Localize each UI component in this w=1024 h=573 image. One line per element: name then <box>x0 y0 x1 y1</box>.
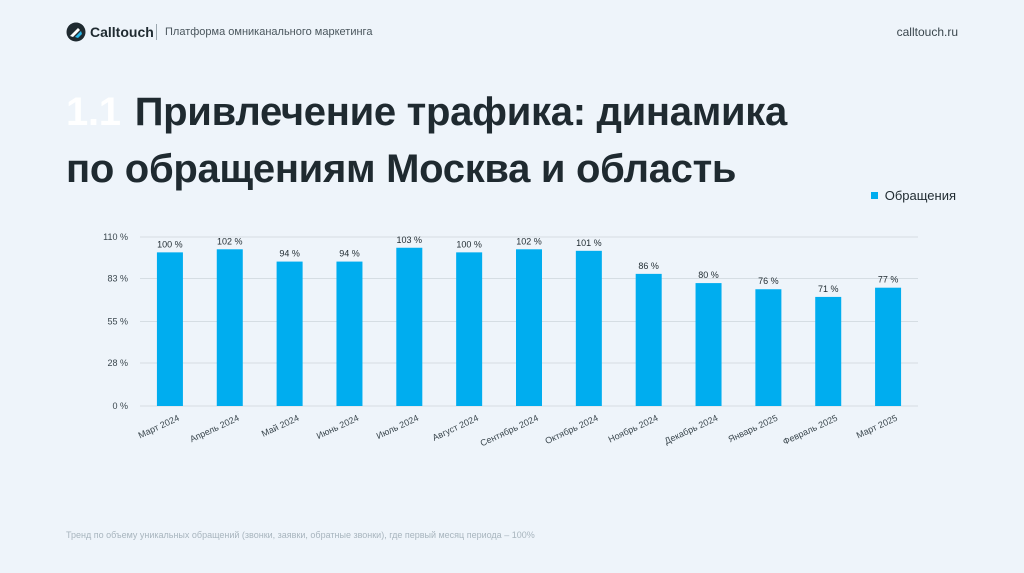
x-tick-label: Июль 2024 <box>375 413 420 441</box>
x-tick-label: Март 2025 <box>855 413 899 441</box>
y-tick-label: 110 % <box>103 232 128 242</box>
header-divider <box>156 24 157 40</box>
y-tick-label: 28 % <box>107 358 128 368</box>
data-label: 94 % <box>279 249 300 259</box>
data-label: 71 % <box>818 284 839 294</box>
bar <box>276 261 303 406</box>
data-label: 86 % <box>638 261 659 271</box>
data-label: 100 % <box>456 239 482 249</box>
slide-title: 1.1 Привлечение трафика: динамика по обра… <box>66 84 946 198</box>
bar <box>456 252 483 406</box>
data-label: 100 % <box>157 239 183 249</box>
y-tick-label: 0 % <box>112 401 128 411</box>
x-tick-label: Октябрь 2024 <box>543 413 599 446</box>
x-tick-label: Июнь 2024 <box>315 413 360 441</box>
x-tick-label: Январь 2025 <box>727 413 780 445</box>
x-tick-label: Август 2024 <box>431 413 480 443</box>
calltouch-logo-icon <box>66 22 86 42</box>
brand-name: Calltouch <box>90 24 154 40</box>
footnote: Тренд по объему уникальных обращений (зв… <box>66 530 535 540</box>
bar <box>336 261 363 406</box>
chart-legend: Обращения <box>870 188 956 203</box>
x-tick-label: Декабрь 2024 <box>663 413 719 446</box>
x-tick-label: Май 2024 <box>260 413 301 439</box>
data-label: 76 % <box>758 276 779 286</box>
x-tick-label: Сентябрь 2024 <box>479 413 540 449</box>
bar <box>575 250 602 406</box>
y-tick-label: 55 % <box>107 317 128 327</box>
bar <box>156 252 183 406</box>
data-label: 94 % <box>339 249 360 259</box>
x-tick-label: Февраль 2025 <box>781 413 839 447</box>
bar <box>695 283 722 406</box>
bar <box>815 296 842 406</box>
legend-label: Обращения <box>884 188 956 203</box>
x-tick-label: Ноябрь 2024 <box>607 413 660 445</box>
bar <box>396 247 423 406</box>
data-label: 102 % <box>217 236 243 246</box>
data-label: 103 % <box>397 235 423 245</box>
slide-number: 1.1 <box>66 90 121 134</box>
title-line-1: 1.1 Привлечение трафика: динамика <box>66 84 946 141</box>
brand-tagline: Платформа омниканального маркетинга <box>165 26 373 38</box>
bar <box>516 249 542 406</box>
data-label: 102 % <box>516 236 542 246</box>
data-label: 80 % <box>698 270 719 280</box>
bar <box>755 289 782 406</box>
data-label: 77 % <box>878 275 899 285</box>
bar <box>216 249 243 406</box>
title-text-1: Привлечение трафика: динамика <box>134 90 788 134</box>
x-tick-label: Апрель 2024 <box>188 413 240 444</box>
x-tick-label: Март 2024 <box>137 413 181 441</box>
title-line-2: по обращениям Москва и область <box>66 147 737 191</box>
bar <box>875 287 902 406</box>
header: Calltouch Платформа омниканального марке… <box>66 20 958 46</box>
y-tick-label: 83 % <box>107 273 128 283</box>
legend-swatch <box>870 192 878 199</box>
site-link[interactable]: calltouch.ru <box>896 25 958 39</box>
data-label: 101 % <box>576 238 602 248</box>
bar <box>635 273 662 406</box>
